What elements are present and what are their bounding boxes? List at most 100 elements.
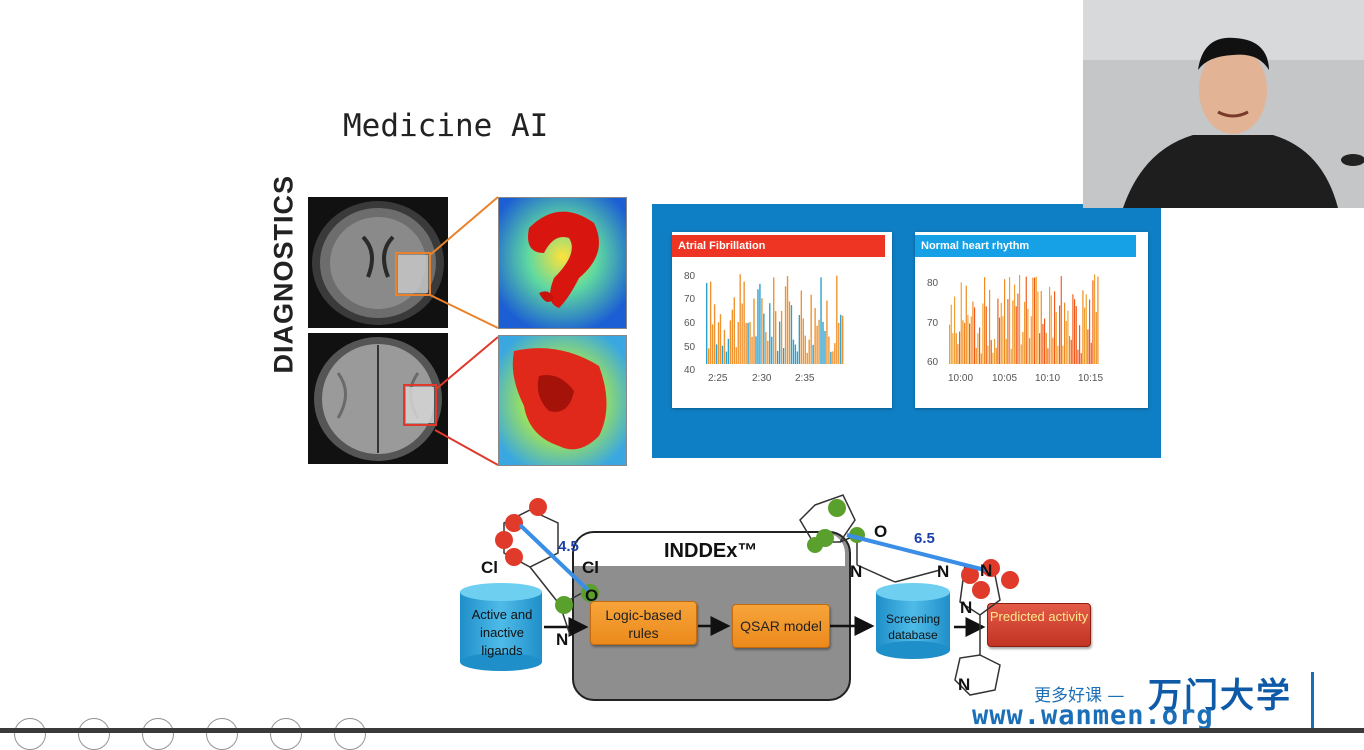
ecg-bar (771, 336, 773, 364)
ecg-bar (1024, 301, 1026, 364)
ecg-bar (1037, 291, 1039, 364)
o-atom-2: O (874, 522, 888, 541)
normal-x-tick: 10:15 (1078, 373, 1104, 384)
zoom-button[interactable] (334, 718, 366, 750)
ecg-bar (1007, 299, 1009, 364)
ecg-bar (1044, 318, 1046, 364)
ecg-bar (1070, 339, 1072, 364)
afib-title: Atrial Fibrillation (672, 235, 885, 257)
n-atom-2: N (850, 562, 863, 581)
ecg-bar (739, 274, 741, 364)
ecg-bar (828, 336, 830, 364)
ecg-bar (767, 340, 769, 364)
ecg-bar (982, 303, 984, 364)
ecg-bar (786, 276, 789, 364)
ecg-bar (1002, 316, 1004, 364)
ecg-bar (802, 318, 804, 364)
ecg-bar (1054, 291, 1056, 364)
afib-y-tick: 40 (684, 365, 696, 376)
ecg-bar (1064, 302, 1066, 364)
ecg-bar (775, 311, 777, 364)
ecg-bar (711, 324, 714, 364)
ecg-bar (840, 314, 842, 364)
ecg-bar (994, 338, 996, 364)
n-atom-6: N (958, 675, 971, 694)
ecg-bar (992, 352, 994, 364)
ecg-bar (818, 319, 820, 364)
ecg-bar (1084, 307, 1086, 364)
ecg-bar (790, 305, 793, 364)
ecg-bar (763, 313, 765, 364)
normal-y-tick: 80 (927, 278, 939, 289)
ecg-bar (967, 314, 969, 364)
ecg-bar (755, 336, 757, 364)
slide-sorter-button[interactable] (206, 718, 238, 750)
ecg-bar (804, 335, 806, 364)
ecg-bar (794, 344, 797, 364)
ecg-bar (975, 347, 977, 364)
ecg-bar (735, 347, 737, 364)
normal-card: Normal heart rhythm 80 70 60 10:00 10:05… (915, 232, 1148, 408)
ecg-bar (725, 351, 728, 364)
watermark-chinese: 更多好课 — (1034, 686, 1125, 706)
n-atom-4: N (980, 561, 993, 580)
bottom-bar (0, 728, 1364, 733)
more-options-button[interactable] (270, 718, 302, 750)
ecg-bar (964, 322, 966, 364)
ecg-bar (1082, 290, 1084, 364)
normal-x-tick: 10:10 (1035, 373, 1061, 384)
ecg-bar (1050, 295, 1052, 364)
ecg-bar (995, 347, 997, 364)
afib-y-tick: 50 (684, 342, 696, 353)
ecg-bar (1079, 325, 1081, 364)
ecg-bar (778, 321, 781, 364)
ecg-bar (1047, 348, 1049, 364)
screening-db (876, 583, 950, 659)
ecg-bar (970, 316, 972, 364)
ecg-bar (979, 327, 981, 364)
mri-scan-bottom (308, 333, 448, 464)
ecg-bar (1074, 299, 1076, 364)
heatmap-top (498, 197, 627, 329)
molecule-left (495, 498, 599, 636)
ecg-bar (977, 333, 979, 364)
pen-tool-button[interactable] (142, 718, 174, 750)
logic-rules-box: Logic-based rules (590, 601, 697, 645)
prev-slide-button[interactable] (14, 718, 46, 750)
ecg-bar (729, 320, 732, 364)
distance-label-1: 4.5 (558, 538, 579, 555)
active-ligands-label: Active and inactive ligands (471, 607, 533, 658)
ecg-bar (1095, 311, 1097, 364)
afib-bars (706, 274, 844, 364)
ecg-bar (1065, 320, 1067, 364)
ecg-bar (972, 301, 974, 364)
ecg-bar (747, 322, 749, 364)
ecg-bar (980, 353, 982, 364)
ecg-bar (842, 315, 844, 364)
ecg-bar (812, 344, 814, 364)
next-slide-button[interactable] (78, 718, 110, 750)
ecg-bar (1089, 299, 1091, 364)
normal-y-tick: 70 (927, 318, 939, 329)
ecg-bar (1087, 329, 1089, 364)
watermark-brand: 万门大学 (1148, 676, 1292, 716)
active-ligands-db (460, 583, 542, 671)
ecg-bar (784, 286, 787, 364)
ecg-bar (1012, 300, 1014, 364)
ecg-bar (999, 317, 1001, 364)
ecg-bar (751, 336, 753, 364)
ecg-bar (1090, 342, 1092, 364)
ecg-bar (997, 298, 999, 364)
watermark-divider (1311, 672, 1314, 728)
ecg-bar (1077, 349, 1079, 364)
ecg-bar (765, 332, 767, 364)
afib-y-tick: 80 (684, 271, 696, 282)
ecg-bar (824, 330, 826, 364)
ecg-bar (719, 314, 722, 364)
ecg-bar (949, 324, 951, 364)
ecg-bar (989, 289, 991, 364)
ecg-bar (985, 306, 987, 364)
ecg-bar (782, 347, 785, 364)
ecg-bar (1005, 338, 1007, 364)
ecg-bar (707, 348, 710, 364)
